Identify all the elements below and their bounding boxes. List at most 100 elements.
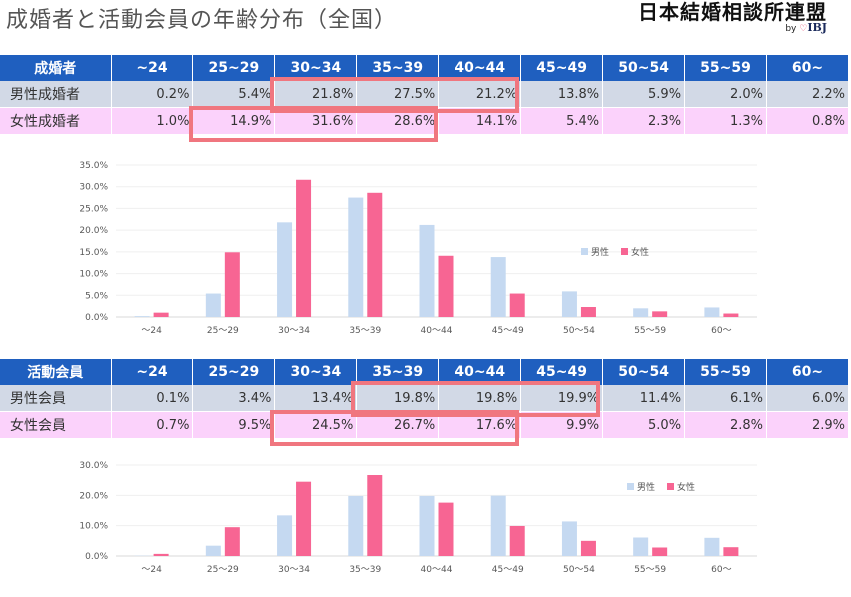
- female-bar: [723, 313, 739, 317]
- y-tick-label: 0.0%: [85, 313, 108, 323]
- table-cell: 13.8%: [520, 81, 604, 108]
- table-cell: 2.2%: [766, 81, 849, 108]
- table-header-row: 活動会員 ~24 25~29 30~34 35~39 40~44 45~49 5…: [0, 359, 849, 385]
- y-tick-label: 30.0%: [79, 461, 108, 471]
- female-bar: [438, 502, 454, 556]
- table-cell: 2.9%: [766, 411, 849, 439]
- row-label: 男性会員: [0, 385, 112, 412]
- table-cell: 24.5%: [274, 411, 358, 439]
- table-cell: 0.7%: [111, 411, 194, 439]
- legend-label: 女性: [677, 481, 695, 493]
- male-bar: [419, 495, 435, 556]
- x-tick-label: 45～49: [492, 326, 524, 336]
- member-age-bar-chart: 0.0% 10.0% 20.0% 30.0% ～24 25～29 30～34 35～39 40～…: [79, 461, 757, 575]
- table-header-cell: 成婚者: [0, 55, 112, 81]
- male-bar: [277, 222, 293, 317]
- x-tick-label: 35～39: [349, 565, 381, 575]
- x-tick-label: 55～59: [634, 565, 666, 575]
- table-header-row: 成婚者 ~24 25~29 30~34 35~39 40~44 45~49 50…: [0, 55, 849, 81]
- table-cell: 0.8%: [766, 107, 849, 135]
- male-bar: [348, 197, 364, 317]
- table-cell: 2.0%: [684, 81, 767, 108]
- x-tick-label: 60～: [711, 326, 731, 336]
- table-cell: 27.5%: [356, 81, 440, 108]
- x-tick-label: 25～29: [207, 326, 239, 336]
- female-bar: [438, 255, 454, 317]
- legend-label: 男性: [637, 481, 655, 493]
- female-bar: [224, 252, 240, 317]
- male-bar: [704, 307, 720, 317]
- table-cell: 2.8%: [684, 411, 767, 439]
- x-tick-label: 30～34: [278, 326, 310, 336]
- table-cell: 19.8%: [438, 385, 522, 412]
- table-row-male: 男性成婚者 0.2% 5.4% 21.8% 27.5% 21.2% 13.8% …: [0, 81, 849, 108]
- male-bar: [490, 257, 506, 317]
- y-tick-label: 0.0%: [85, 552, 108, 562]
- brand-logo-text: IBJ: [807, 21, 827, 34]
- table-cell: 14.9%: [192, 107, 276, 135]
- male-bar: [704, 537, 720, 556]
- x-tick-label: ～24: [141, 565, 162, 575]
- female-bar: [580, 540, 596, 556]
- legend-swatch: [621, 248, 628, 255]
- table-row-male: 男性会員 0.1% 3.4% 13.4% 19.8% 19.8% 19.9% 1…: [0, 385, 849, 412]
- female-bar: [153, 553, 169, 556]
- x-tick-label: 45～49: [492, 565, 524, 575]
- female-bar: [509, 293, 525, 317]
- table-header-cell: 60~: [766, 359, 849, 385]
- table-cell: 2.3%: [602, 107, 686, 135]
- table-cell: 13.4%: [274, 385, 358, 412]
- y-tick-label: 30.0%: [79, 183, 108, 193]
- table-header-cell: 55~59: [684, 55, 767, 81]
- y-tick-label: 20.0%: [79, 491, 108, 501]
- heart-icon: ♡: [799, 24, 808, 34]
- x-tick-label: 35～39: [349, 326, 381, 336]
- highlight-box: [351, 381, 600, 417]
- table-cell: 5.0%: [602, 411, 686, 439]
- table-header-cell: ~24: [111, 55, 194, 81]
- highlight-box: [270, 77, 519, 113]
- female-bar: [153, 312, 169, 317]
- table-header-cell: 25~29: [192, 55, 276, 81]
- brand-sub: by ♡IBJ: [638, 22, 827, 35]
- x-tick-label: 60～: [711, 565, 731, 575]
- legend-swatch: [581, 248, 588, 255]
- table-cell: 9.5%: [192, 411, 276, 439]
- legend-swatch: [667, 483, 674, 490]
- female-bar: [723, 547, 739, 556]
- table-cell: 21.2%: [438, 81, 522, 108]
- table-header-cell: 45~49: [520, 359, 604, 385]
- male-bar: [561, 521, 577, 556]
- table-header-cell: 55~59: [684, 359, 767, 385]
- female-bar: [652, 547, 668, 556]
- male-bar: [277, 515, 293, 556]
- table-header-cell: 35~39: [356, 55, 440, 81]
- brand-by: by: [785, 24, 797, 34]
- table-cell: 6.1%: [684, 385, 767, 412]
- y-tick-label: 10.0%: [79, 270, 108, 280]
- male-bar: [134, 316, 150, 317]
- table-cell: 19.9%: [520, 385, 604, 412]
- table-header-cell: 40~44: [438, 55, 522, 81]
- table-cell: 19.8%: [356, 385, 440, 412]
- row-label: 男性成婚者: [0, 81, 112, 108]
- y-tick-label: 35.0%: [79, 161, 108, 171]
- table-cell: 5.4%: [520, 107, 604, 135]
- table-cell: 0.2%: [111, 81, 194, 108]
- male-bar: [633, 537, 649, 556]
- legend-label: 男性: [591, 246, 609, 258]
- table-header-cell: 40~44: [438, 359, 522, 385]
- table-header-cell: ~24: [111, 359, 194, 385]
- row-label: 女性会員: [0, 411, 112, 439]
- table-cell: 3.4%: [192, 385, 276, 412]
- male-bar: [348, 495, 364, 556]
- row-label: 女性成婚者: [0, 107, 112, 135]
- male-bar: [561, 291, 577, 317]
- table-header-cell: 50~54: [602, 359, 686, 385]
- table-cell: 5.9%: [602, 81, 686, 108]
- table-header-cell: 35~39: [356, 359, 440, 385]
- table-cell: 5.4%: [192, 81, 276, 108]
- brand-logo: 日本結婚相談所連盟 by ♡IBJ: [638, 0, 827, 35]
- female-bar: [296, 481, 312, 556]
- table-header-cell: 60~: [766, 55, 849, 81]
